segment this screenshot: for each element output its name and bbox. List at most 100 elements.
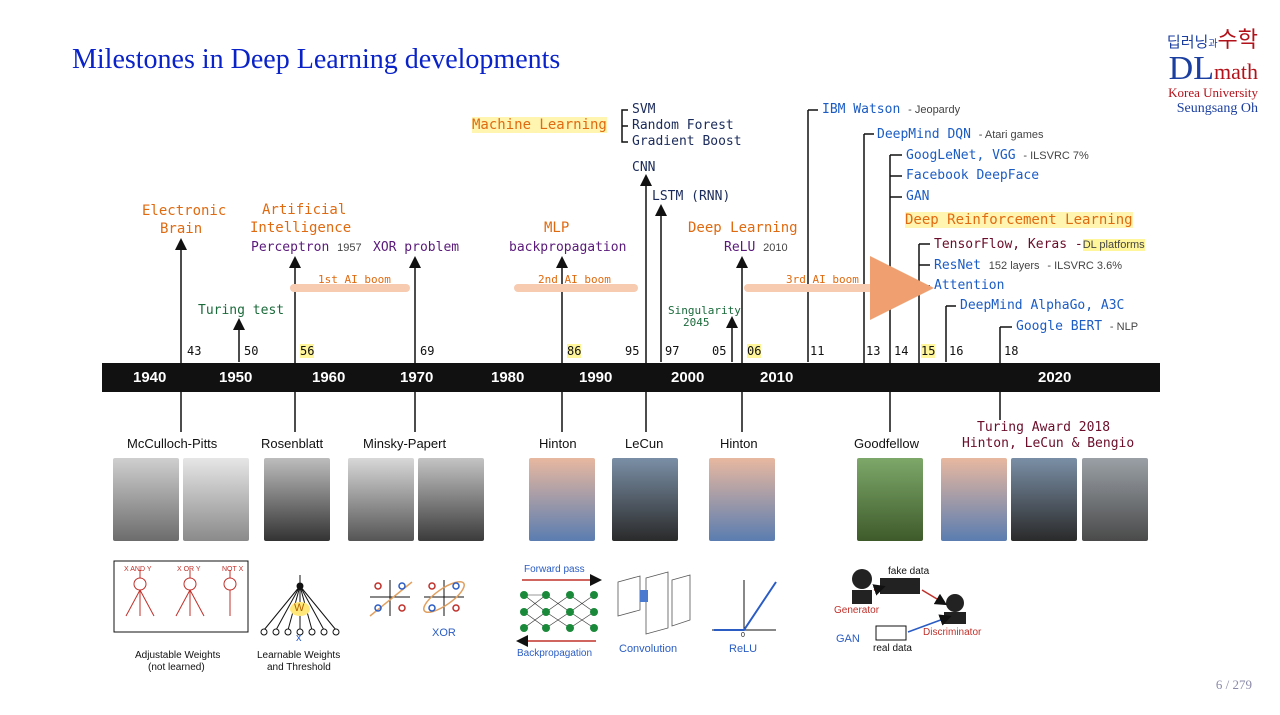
fig-w-label: W <box>294 602 305 614</box>
googlenet-label: GoogLeNet, VGG <box>906 148 1016 163</box>
fig-forward-pass: Forward pass <box>524 564 585 575</box>
logo: 딥러닝과수학 DLmath Korea University Seungsang… <box>1167 22 1258 117</box>
year-14: 14 <box>894 344 909 358</box>
decade-1940: 1940 <box>133 369 167 386</box>
fig-convolution: Convolution <box>619 643 678 655</box>
decade-1970: 1970 <box>400 369 434 386</box>
fig-relu-zero: 0 <box>741 632 745 639</box>
photo-minsky <box>348 458 414 541</box>
photo-rosenblatt <box>264 458 330 541</box>
boom-bar-2 <box>514 284 638 292</box>
event-googlenet: GoogLeNet, VGG - ILSVRC 7% <box>906 148 1089 163</box>
year-56: 56 <box>300 344 315 358</box>
fig-learnable-line2: and Threshold <box>267 662 331 673</box>
ibm-watson-note: - Jeopardy <box>908 104 961 116</box>
perceptron-year: 1957 <box>337 242 362 254</box>
event-ai-line1: Artificial <box>262 202 347 218</box>
boom-bar-1 <box>290 284 410 292</box>
resnet-layers: 152 layers <box>988 260 1040 272</box>
decade-1960: 1960 <box>312 369 346 386</box>
bert-note: - NLP <box>1109 321 1139 333</box>
fig-discriminator: Discriminator <box>923 627 982 638</box>
photo-mcculloch <box>113 458 179 541</box>
tensorflow-label: TensorFlow, Keras <box>934 237 1068 252</box>
event-xor-problem: XOR problem <box>373 240 460 255</box>
year-69: 69 <box>420 344 435 358</box>
relu-year: 2010 <box>763 242 788 254</box>
perceptron-label: Perceptron <box>251 240 330 255</box>
event-ai-line2: Intelligence <box>250 220 352 236</box>
decade-1950: 1950 <box>219 369 253 386</box>
fig-backpropagation: Backpropagation <box>517 648 593 659</box>
event-alphago: DeepMind AlphaGo, A3C <box>960 298 1125 313</box>
turing-award-line2: Hinton, LeCun & Bengio <box>962 436 1135 451</box>
event-lstm: LSTM (RNN) <box>652 189 731 204</box>
resnet-label: ResNet <box>934 258 981 273</box>
fig-relu: ReLU <box>729 643 758 655</box>
photo-papert <box>418 458 484 541</box>
logo-math: math <box>1214 59 1258 84</box>
tensorflow-note: DL platforms <box>1082 239 1145 251</box>
year-50: 50 <box>244 344 259 358</box>
fig-fake-data: fake data <box>888 566 930 577</box>
logo-korean-right: 수학 <box>1217 27 1258 52</box>
year-43: 43 <box>187 344 202 358</box>
event-backpropagation: backpropagation <box>509 240 627 255</box>
photo-lecun-2 <box>1011 458 1077 541</box>
event-attention: Attention <box>934 278 1005 293</box>
googlenet-note: - ILSVRC 7% <box>1023 150 1089 162</box>
fig-gan: GAN <box>836 633 860 645</box>
year-18: 18 <box>1004 344 1019 358</box>
event-machine-learning: Machine Learning <box>472 117 607 133</box>
event-deepface: Facebook DeepFace <box>906 168 1040 183</box>
event-bert: Google BERT - NLP <box>1016 319 1138 334</box>
logo-author: Seungsang Oh <box>1176 101 1258 116</box>
year-06: 06 <box>747 344 762 358</box>
second-ai-boom: 2nd AI boom <box>538 273 611 286</box>
event-deep-reinforcement-learning: Deep Reinforcement Learning <box>905 212 1133 228</box>
decade-2000: 2000 <box>671 369 705 386</box>
photo-hinton-2 <box>709 458 775 541</box>
year-05: 05 <box>712 344 727 358</box>
person-hinton-1: Hinton <box>539 436 577 451</box>
relu-label: ReLU <box>724 240 756 255</box>
event-cnn: CNN <box>632 160 656 175</box>
event-mlp: MLP <box>544 220 570 236</box>
turing-award-line1: Turing Award 2018 <box>977 420 1111 435</box>
decade-2020: 2020 <box>1038 369 1072 386</box>
event-ibm-watson: IBM Watson - Jeopardy <box>822 102 960 117</box>
fig-not-label: NOT X <box>222 566 244 573</box>
fig-and-label: X AND Y <box>124 566 152 573</box>
resnet-note: - ILSVRC 3.6% <box>1047 260 1122 272</box>
event-gradient-boost: Gradient Boost <box>632 134 742 149</box>
ibm-watson-label: IBM Watson <box>822 102 901 117</box>
event-perceptron: Perceptron 1957 <box>251 240 362 255</box>
event-deep-learning: Deep Learning <box>688 220 798 236</box>
decade-1990: 1990 <box>579 369 613 386</box>
event-tensorflow: TensorFlow, Keras -DL platforms <box>934 237 1145 252</box>
dqn-note: - Atari games <box>978 129 1044 141</box>
bert-label: Google BERT <box>1016 319 1103 334</box>
photo-goodfellow <box>857 458 923 541</box>
ml-bracket <box>621 109 628 143</box>
tensorflow-dash: - <box>1074 237 1083 252</box>
photo-pitts <box>183 458 249 541</box>
logo-dl: DL <box>1168 50 1214 87</box>
year-13: 13 <box>866 344 881 358</box>
person-minsky-papert: Minsky-Papert <box>363 436 447 451</box>
photo-hinton-3 <box>941 458 1007 541</box>
slide-title: Milestones in Deep Learning developments <box>72 44 561 75</box>
event-svm: SVM <box>632 102 656 117</box>
logo-university: Korea University <box>1168 85 1258 100</box>
first-ai-boom: 1st AI boom <box>318 273 391 286</box>
logo-korean-left: 딥러닝 <box>1166 35 1209 51</box>
event-electronic-brain-line1: Electronic <box>142 203 227 219</box>
photo-hinton-1 <box>529 458 595 541</box>
page-number: 6 / 279 <box>1215 677 1252 692</box>
year-97: 97 <box>665 344 680 358</box>
fig-adjustable-line1: Adjustable Weights <box>135 650 221 661</box>
fig-or-label: X OR Y <box>177 566 201 573</box>
fig-real-data: real data <box>873 643 912 654</box>
year-16: 16 <box>949 344 964 358</box>
